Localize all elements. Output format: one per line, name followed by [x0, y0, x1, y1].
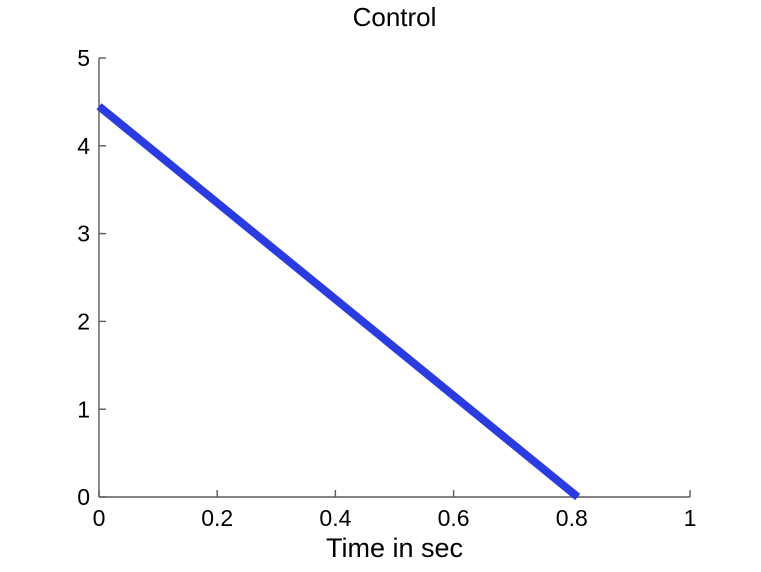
y-tick-label: 0: [77, 484, 90, 510]
y-tick-label: 4: [77, 133, 90, 159]
control-signal-line: [96, 103, 581, 501]
x-axis-label: Time in sec: [325, 533, 464, 563]
x-tick-label: 0.6: [438, 505, 470, 531]
x-tick-label: 0.4: [319, 505, 351, 531]
x-tick-label: 1: [684, 505, 697, 531]
y-tick-label: 5: [77, 45, 90, 71]
x-tick-label: 0.2: [201, 505, 233, 531]
y-tick-label: 1: [77, 396, 90, 422]
x-tick-label: 0.8: [556, 505, 588, 531]
chart-title: Control: [352, 2, 437, 32]
x-tick-label: 0: [93, 505, 106, 531]
y-tick-label: 2: [77, 308, 90, 334]
y-tick-label: 3: [77, 221, 90, 247]
